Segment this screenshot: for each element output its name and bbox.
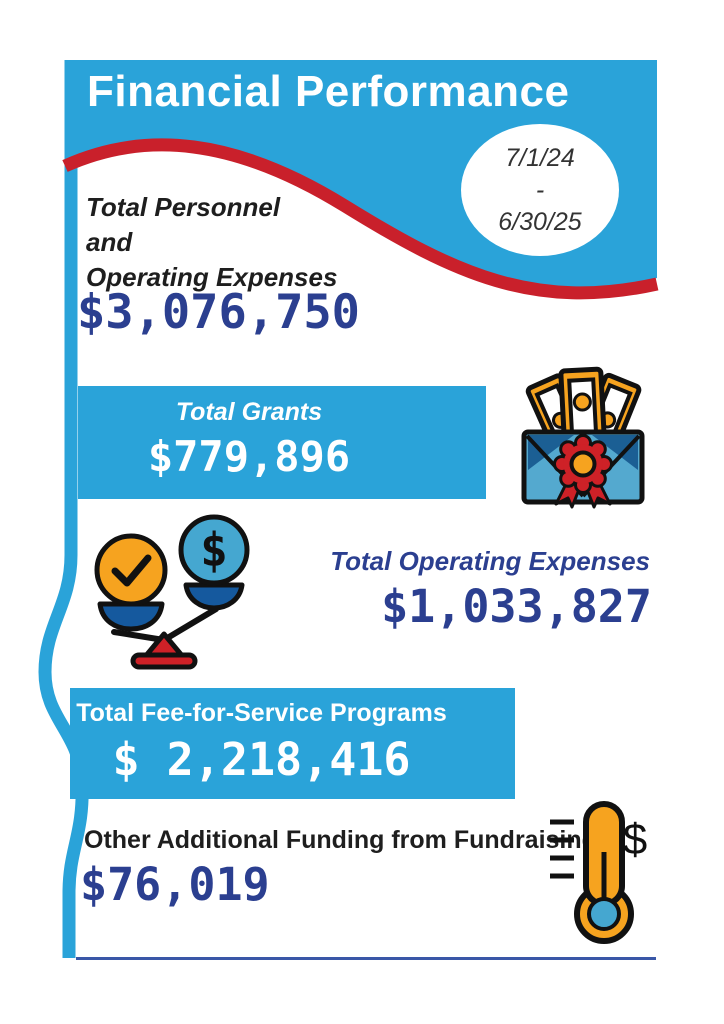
total-grants-amount: $779,896 (147, 432, 351, 481)
period-circle (461, 124, 619, 256)
header-banner (62, 60, 659, 300)
period-start-date: 7/1/24 (505, 144, 575, 172)
page-title: Financial Performance (87, 67, 570, 116)
thermometer-ticks (550, 819, 574, 879)
left-wave-stripe (38, 60, 89, 958)
fee-for-service-amount: $ 2,218,416 (112, 733, 411, 786)
scale-right-pan (183, 582, 245, 611)
reporting-period: 7/1/24 - 6/30/25 (466, 142, 614, 238)
personnel-expenses-label: Total Personnel and Operating Expenses (86, 190, 337, 295)
total-grants-bar: Total Grants $779,896 (78, 386, 486, 499)
operating-expenses-amount: $1,033,827 (381, 580, 652, 633)
scale-left-pan (97, 601, 165, 632)
bottom-rule (76, 957, 656, 960)
period-end-date: 6/30/25 (498, 208, 582, 236)
dollar-coin-glyph: $ (200, 523, 228, 577)
personnel-label-line1: Total Personnel (86, 192, 281, 222)
balance-scale-icon: $ (94, 514, 250, 670)
period-separator: - (535, 176, 545, 204)
grant-envelope-icon (521, 366, 645, 509)
personnel-expenses-amount: $3,076,750 (77, 285, 360, 340)
red-wave-stroke (62, 138, 659, 300)
fee-for-service-label: Total Fee-for-Service Programs (76, 699, 447, 727)
check-icon (111, 554, 152, 587)
fundraising-amount: $76,019 (80, 858, 270, 911)
scale-base (130, 652, 198, 670)
fundraising-label: Other Additional Funding from Fundraisin… (84, 826, 597, 854)
thermometer-dollar-glyph: $ (623, 815, 647, 864)
thermometer-icon: $ (550, 801, 647, 944)
personnel-label-line3: Operating Expenses (86, 262, 338, 292)
personnel-label-line2: and (86, 227, 133, 257)
operating-expenses-label: Total Operating Expenses (330, 546, 650, 576)
total-grants-label: Total Grants (175, 398, 323, 426)
fee-for-service-bar: Total Fee-for-Service Programs $ 2,218,4… (70, 688, 515, 799)
award-ribbon (553, 434, 613, 509)
dollar-coin (178, 514, 250, 586)
check-coin (94, 533, 168, 607)
thermometer-bulb-fill (587, 897, 621, 931)
